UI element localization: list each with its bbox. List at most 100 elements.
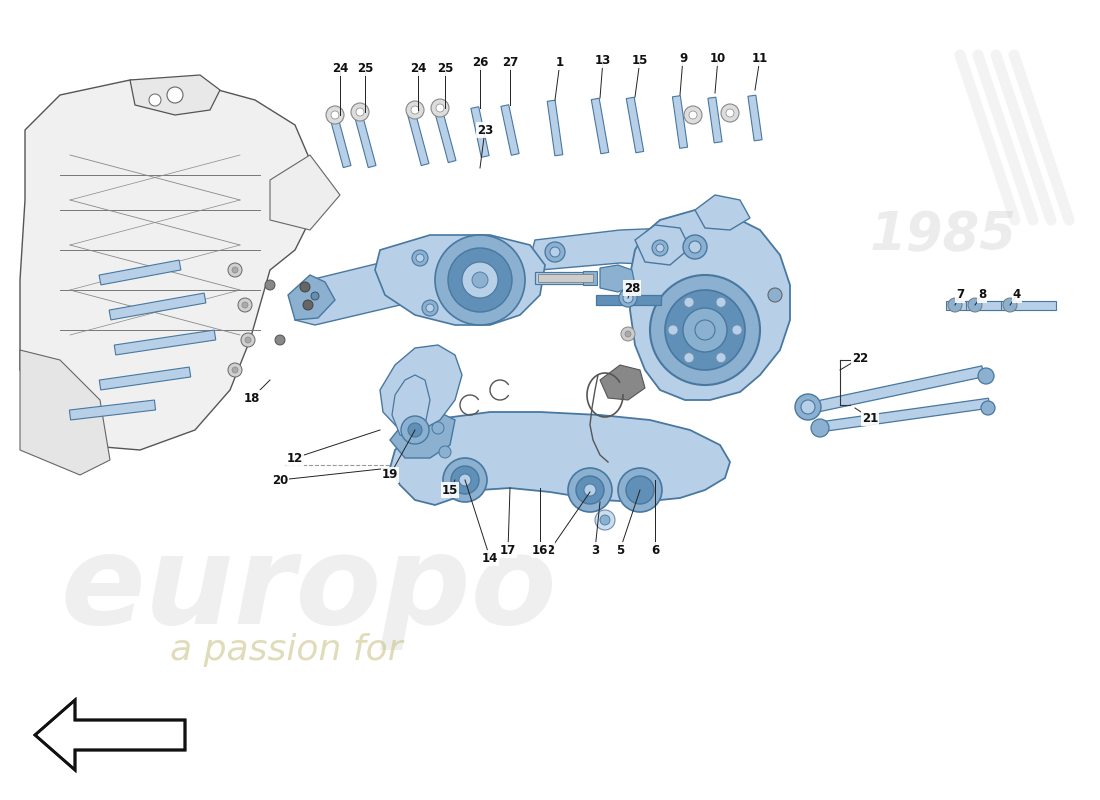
Text: 15: 15 xyxy=(631,54,648,66)
Circle shape xyxy=(981,401,996,415)
Circle shape xyxy=(406,101,424,119)
Polygon shape xyxy=(434,107,456,162)
Circle shape xyxy=(426,304,434,312)
Text: 1: 1 xyxy=(556,55,564,69)
Text: 15: 15 xyxy=(442,483,459,497)
Circle shape xyxy=(242,302,248,308)
Polygon shape xyxy=(748,95,762,141)
Circle shape xyxy=(302,300,313,310)
Circle shape xyxy=(625,331,631,337)
Circle shape xyxy=(412,250,428,266)
Circle shape xyxy=(431,99,449,117)
Text: 21: 21 xyxy=(862,411,878,425)
Circle shape xyxy=(432,422,444,434)
Text: 8: 8 xyxy=(978,289,986,302)
Circle shape xyxy=(948,298,962,312)
Circle shape xyxy=(801,400,815,414)
Text: 13: 13 xyxy=(595,54,612,66)
Polygon shape xyxy=(471,106,490,158)
Polygon shape xyxy=(390,410,455,458)
Polygon shape xyxy=(530,228,705,270)
Polygon shape xyxy=(35,700,185,770)
Polygon shape xyxy=(20,80,310,450)
Circle shape xyxy=(238,298,252,312)
Polygon shape xyxy=(595,295,660,305)
Text: 20: 20 xyxy=(272,474,288,486)
Circle shape xyxy=(619,289,637,307)
Polygon shape xyxy=(966,301,1021,310)
Polygon shape xyxy=(379,345,462,432)
Circle shape xyxy=(443,458,487,502)
Circle shape xyxy=(241,333,255,347)
Polygon shape xyxy=(130,75,220,115)
Polygon shape xyxy=(1001,301,1056,310)
Polygon shape xyxy=(695,195,750,230)
Text: 24: 24 xyxy=(410,62,426,74)
Circle shape xyxy=(416,254,424,262)
Text: europo: europo xyxy=(60,530,557,650)
Circle shape xyxy=(436,104,444,112)
Polygon shape xyxy=(114,330,216,355)
Circle shape xyxy=(544,242,565,262)
Polygon shape xyxy=(630,210,790,400)
Circle shape xyxy=(245,337,251,343)
Polygon shape xyxy=(295,255,475,325)
Circle shape xyxy=(720,104,739,122)
Polygon shape xyxy=(390,412,730,505)
Circle shape xyxy=(422,300,438,316)
Circle shape xyxy=(1003,298,1018,312)
Circle shape xyxy=(459,474,471,486)
Polygon shape xyxy=(821,398,990,432)
Polygon shape xyxy=(500,105,519,155)
Circle shape xyxy=(732,325,742,335)
Polygon shape xyxy=(354,113,376,167)
Circle shape xyxy=(576,476,604,504)
Polygon shape xyxy=(99,367,190,390)
Text: 12: 12 xyxy=(287,451,304,465)
Polygon shape xyxy=(626,98,644,153)
Circle shape xyxy=(656,244,664,252)
Circle shape xyxy=(351,103,369,121)
Text: 1985: 1985 xyxy=(870,209,1018,261)
Circle shape xyxy=(683,308,727,352)
Polygon shape xyxy=(270,155,340,230)
Circle shape xyxy=(311,292,319,300)
Polygon shape xyxy=(592,98,608,154)
Polygon shape xyxy=(708,97,722,143)
Circle shape xyxy=(402,416,429,444)
Text: 14: 14 xyxy=(482,551,498,565)
Circle shape xyxy=(689,241,701,253)
Circle shape xyxy=(768,288,782,302)
Circle shape xyxy=(275,335,285,345)
Polygon shape xyxy=(69,400,155,420)
Text: 18: 18 xyxy=(244,391,261,405)
Circle shape xyxy=(683,235,707,259)
Text: 2: 2 xyxy=(546,543,554,557)
Text: 11: 11 xyxy=(752,51,768,65)
Circle shape xyxy=(451,466,478,494)
Text: 24: 24 xyxy=(332,62,349,74)
Circle shape xyxy=(650,275,760,385)
Polygon shape xyxy=(806,366,984,414)
Circle shape xyxy=(462,262,498,298)
Circle shape xyxy=(626,476,654,504)
Circle shape xyxy=(618,468,662,512)
Circle shape xyxy=(300,282,310,292)
Circle shape xyxy=(689,111,697,119)
Polygon shape xyxy=(392,375,430,440)
Text: 6: 6 xyxy=(651,543,659,557)
Circle shape xyxy=(439,446,451,458)
Text: 10: 10 xyxy=(710,51,726,65)
Circle shape xyxy=(668,325,678,335)
Circle shape xyxy=(600,515,610,525)
Polygon shape xyxy=(547,100,563,156)
Polygon shape xyxy=(538,274,593,282)
Text: 23: 23 xyxy=(477,123,493,137)
Text: 9: 9 xyxy=(679,51,688,65)
Text: a passion for: a passion for xyxy=(170,633,403,667)
Circle shape xyxy=(684,353,694,362)
Text: 16: 16 xyxy=(531,543,548,557)
Circle shape xyxy=(795,394,821,420)
Circle shape xyxy=(968,298,982,312)
Text: 3: 3 xyxy=(591,543,600,557)
